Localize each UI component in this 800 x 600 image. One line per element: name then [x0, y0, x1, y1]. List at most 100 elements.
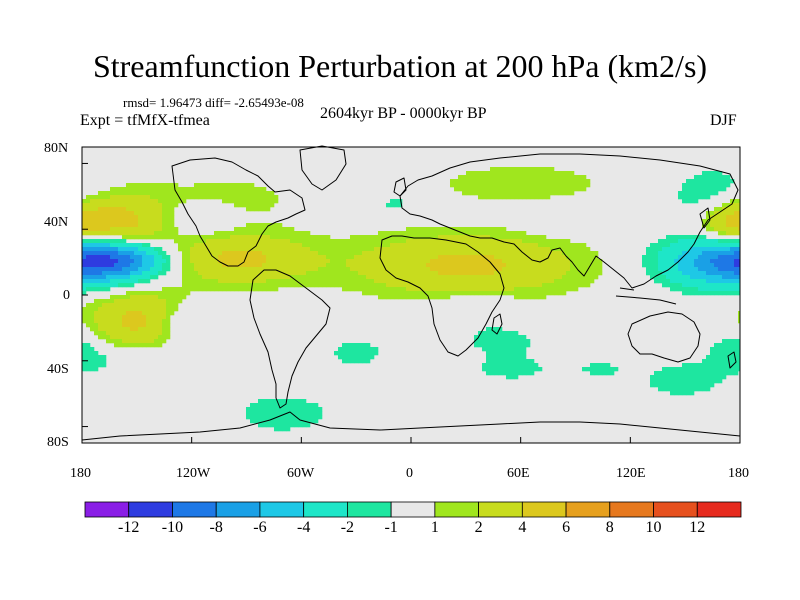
field-cell — [350, 275, 355, 280]
field-cell — [442, 235, 447, 240]
field-cell — [230, 231, 235, 236]
field-cell — [222, 183, 227, 188]
colorbar-swatch — [478, 501, 523, 518]
field-cell — [350, 263, 355, 268]
field-cell — [258, 399, 263, 404]
field-cell — [322, 259, 327, 264]
field-cell — [462, 187, 467, 192]
field-cell — [90, 283, 95, 288]
field-cell — [178, 247, 183, 252]
field-cell — [98, 283, 103, 288]
field-cell — [418, 287, 423, 292]
field-cell — [442, 279, 447, 284]
field-cell — [706, 387, 711, 392]
field-cell — [258, 187, 263, 192]
field-cell — [542, 171, 547, 176]
field-cell — [374, 347, 379, 352]
field-cell — [166, 235, 171, 240]
field-cell — [166, 311, 171, 316]
field-cell — [366, 247, 371, 252]
field-cell — [242, 231, 247, 236]
field-cell — [658, 379, 663, 384]
field-cell — [430, 263, 435, 268]
field-cell — [90, 259, 95, 264]
field-cell — [734, 199, 739, 204]
field-cell — [502, 271, 507, 276]
field-cell — [494, 291, 499, 296]
field-cell — [130, 235, 135, 240]
field-cell — [726, 371, 731, 376]
field-cell — [594, 367, 599, 372]
field-cell — [94, 363, 99, 368]
field-cell — [270, 199, 275, 204]
field-cell — [710, 259, 715, 264]
field-cell — [82, 315, 87, 320]
field-cell — [98, 251, 103, 256]
field-cell — [494, 243, 499, 248]
field-cell — [170, 187, 175, 192]
field-cell — [706, 215, 711, 220]
field-cell — [150, 199, 155, 204]
field-cell — [138, 299, 143, 304]
field-cell — [554, 275, 559, 280]
field-cell — [298, 259, 303, 264]
field-cell — [390, 291, 395, 296]
field-cell — [482, 347, 487, 352]
field-cell — [422, 283, 427, 288]
field-cell — [298, 411, 303, 416]
field-cell — [662, 379, 667, 384]
field-cell — [698, 287, 703, 292]
field-cell — [122, 191, 127, 196]
field-cell — [150, 311, 155, 316]
field-cell — [482, 235, 487, 240]
field-cell — [434, 275, 439, 280]
field-cell — [530, 195, 535, 200]
field-cell — [270, 231, 275, 236]
field-cell — [478, 279, 483, 284]
field-cell — [334, 351, 339, 356]
field-cell — [142, 187, 147, 192]
field-cell — [458, 259, 463, 264]
field-cell — [730, 283, 735, 288]
field-cell — [574, 247, 579, 252]
field-cell — [214, 287, 219, 292]
field-cell — [522, 247, 527, 252]
field-cell — [158, 223, 163, 228]
field-cell — [686, 187, 691, 192]
field-cell — [562, 187, 567, 192]
field-cell — [178, 287, 183, 292]
field-cell — [102, 287, 107, 292]
field-cell — [558, 271, 563, 276]
field-cell — [474, 267, 479, 272]
field-cell — [514, 279, 519, 284]
field-cell — [90, 311, 95, 316]
field-cell — [698, 283, 703, 288]
field-cell — [202, 243, 207, 248]
field-cell — [374, 291, 379, 296]
field-cell — [102, 255, 107, 260]
field-cell — [130, 219, 135, 224]
field-cell — [134, 267, 139, 272]
field-cell — [694, 239, 699, 244]
field-cell — [734, 243, 739, 248]
field-cell — [510, 375, 515, 380]
field-cell — [558, 267, 563, 272]
field-cell — [406, 259, 411, 264]
field-cell — [162, 259, 167, 264]
field-cell — [714, 211, 719, 216]
field-cell — [458, 235, 463, 240]
field-cell — [674, 235, 679, 240]
field-cell — [246, 223, 251, 228]
field-cell — [134, 203, 139, 208]
field-cell — [554, 239, 559, 244]
field-cell — [534, 239, 539, 244]
field-cell — [274, 223, 279, 228]
field-cell — [414, 239, 419, 244]
field-cell — [670, 271, 675, 276]
field-cell — [350, 355, 355, 360]
field-cell — [170, 195, 175, 200]
field-cell — [258, 227, 263, 232]
field-cell — [318, 235, 323, 240]
field-cell — [266, 411, 271, 416]
field-cell — [146, 207, 151, 212]
